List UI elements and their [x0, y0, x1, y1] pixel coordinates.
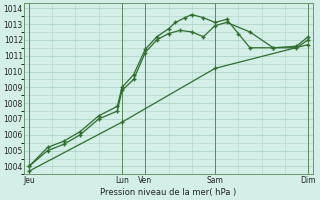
X-axis label: Pression niveau de la mer( hPa ): Pression niveau de la mer( hPa ) — [100, 188, 236, 197]
